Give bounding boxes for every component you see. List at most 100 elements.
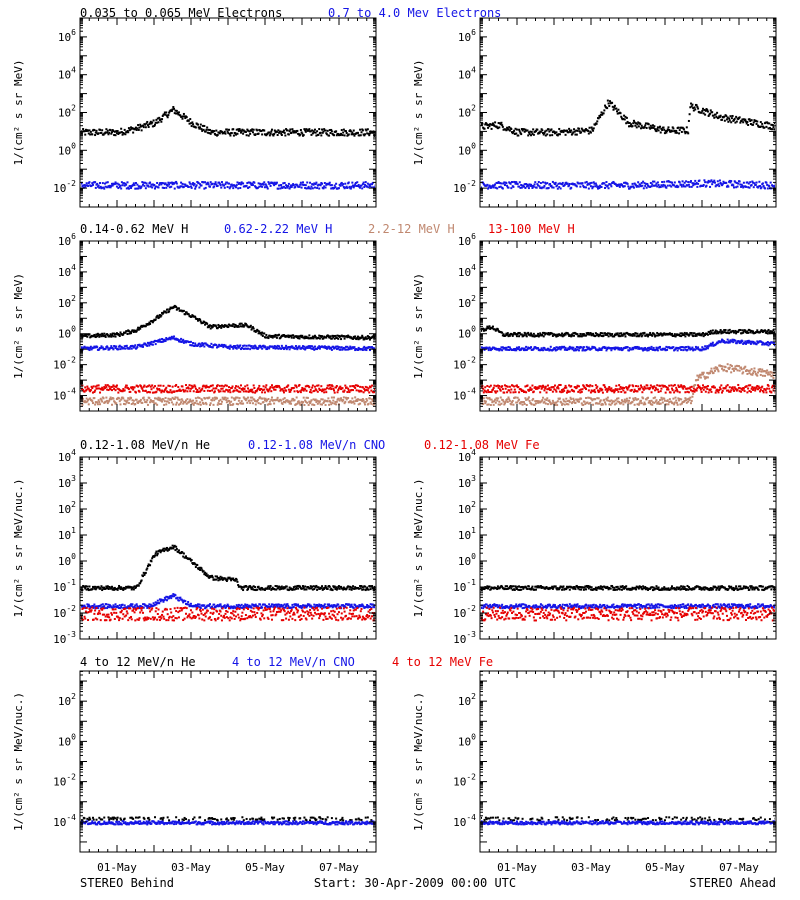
data-point	[160, 391, 163, 394]
data-point	[168, 308, 171, 311]
data-point	[324, 129, 327, 132]
data-point	[348, 348, 351, 351]
data-point	[532, 128, 535, 131]
data-point	[594, 346, 597, 349]
data-point	[83, 184, 86, 187]
data-point	[356, 348, 359, 351]
data-point	[366, 399, 369, 402]
data-point	[685, 332, 688, 335]
data-point	[570, 346, 573, 349]
data-point	[737, 118, 740, 121]
data-point	[628, 399, 630, 402]
data-point	[581, 388, 584, 391]
data-point	[501, 349, 504, 352]
data-point	[638, 388, 641, 391]
data-point	[184, 313, 187, 316]
data-point	[735, 115, 738, 118]
data-point	[482, 327, 485, 330]
data-point	[716, 330, 719, 333]
data-point	[511, 131, 514, 134]
data-point	[735, 120, 738, 123]
data-point	[771, 374, 774, 377]
data-point	[690, 332, 693, 335]
data-point	[570, 398, 573, 401]
data-point	[283, 131, 286, 134]
data-point	[233, 326, 236, 329]
data-point	[125, 384, 128, 387]
data-point	[532, 390, 535, 393]
data-point	[676, 403, 679, 406]
data-point	[278, 385, 281, 388]
data-point	[588, 183, 591, 186]
data-point	[680, 348, 683, 351]
data-point	[197, 319, 200, 322]
data-point	[130, 387, 133, 390]
data-point	[324, 186, 327, 189]
data-point	[350, 133, 353, 136]
data-point	[700, 334, 703, 337]
data-point	[367, 402, 370, 405]
data-point	[307, 337, 310, 340]
data-point	[368, 338, 371, 341]
data-point	[158, 338, 161, 341]
data-point	[158, 316, 161, 319]
data-point	[581, 349, 584, 352]
data-point	[240, 322, 243, 325]
data-point	[150, 388, 153, 391]
data-point	[764, 374, 767, 377]
data-point	[574, 401, 577, 404]
data-point	[332, 399, 335, 402]
data-point	[518, 181, 521, 184]
data-point	[242, 129, 245, 132]
data-point	[596, 120, 599, 123]
data-point	[228, 402, 231, 405]
data-point	[705, 346, 708, 349]
data-point	[268, 387, 271, 390]
data-point	[161, 182, 164, 185]
data-point	[631, 182, 634, 185]
data-point	[300, 131, 303, 134]
data-point	[631, 346, 634, 349]
data-point	[108, 399, 111, 402]
data-point	[206, 385, 209, 388]
data-point	[486, 325, 489, 328]
data-point	[717, 183, 720, 186]
data-point	[632, 399, 635, 402]
data-point	[177, 307, 180, 310]
data-point	[553, 388, 556, 391]
data-point	[622, 185, 625, 188]
data-point	[563, 389, 566, 392]
data-point	[766, 373, 769, 376]
data-point	[515, 333, 518, 336]
data-point	[590, 398, 593, 401]
data-point	[215, 129, 218, 132]
data-point	[242, 347, 245, 350]
data-point	[710, 390, 713, 393]
data-point	[113, 333, 116, 336]
data-point	[627, 386, 630, 389]
data-point	[185, 341, 188, 344]
data-point	[677, 126, 680, 129]
data-point	[701, 387, 704, 390]
data-point	[156, 387, 159, 390]
data-point	[241, 325, 244, 328]
data-point	[307, 185, 310, 188]
data-point	[716, 184, 719, 187]
data-point	[300, 336, 303, 339]
data-point	[110, 345, 113, 348]
data-point	[676, 390, 679, 393]
data-point	[106, 131, 109, 134]
data-point	[193, 182, 196, 185]
data-point	[640, 402, 643, 405]
data-point	[219, 390, 222, 393]
data-point	[112, 130, 115, 133]
data-point	[256, 329, 259, 332]
data-point	[315, 401, 318, 404]
data-point	[91, 387, 94, 390]
data-point	[522, 349, 525, 352]
data-point	[148, 321, 151, 324]
data-point	[165, 114, 168, 117]
data-point	[177, 403, 180, 406]
data-point	[314, 398, 317, 401]
